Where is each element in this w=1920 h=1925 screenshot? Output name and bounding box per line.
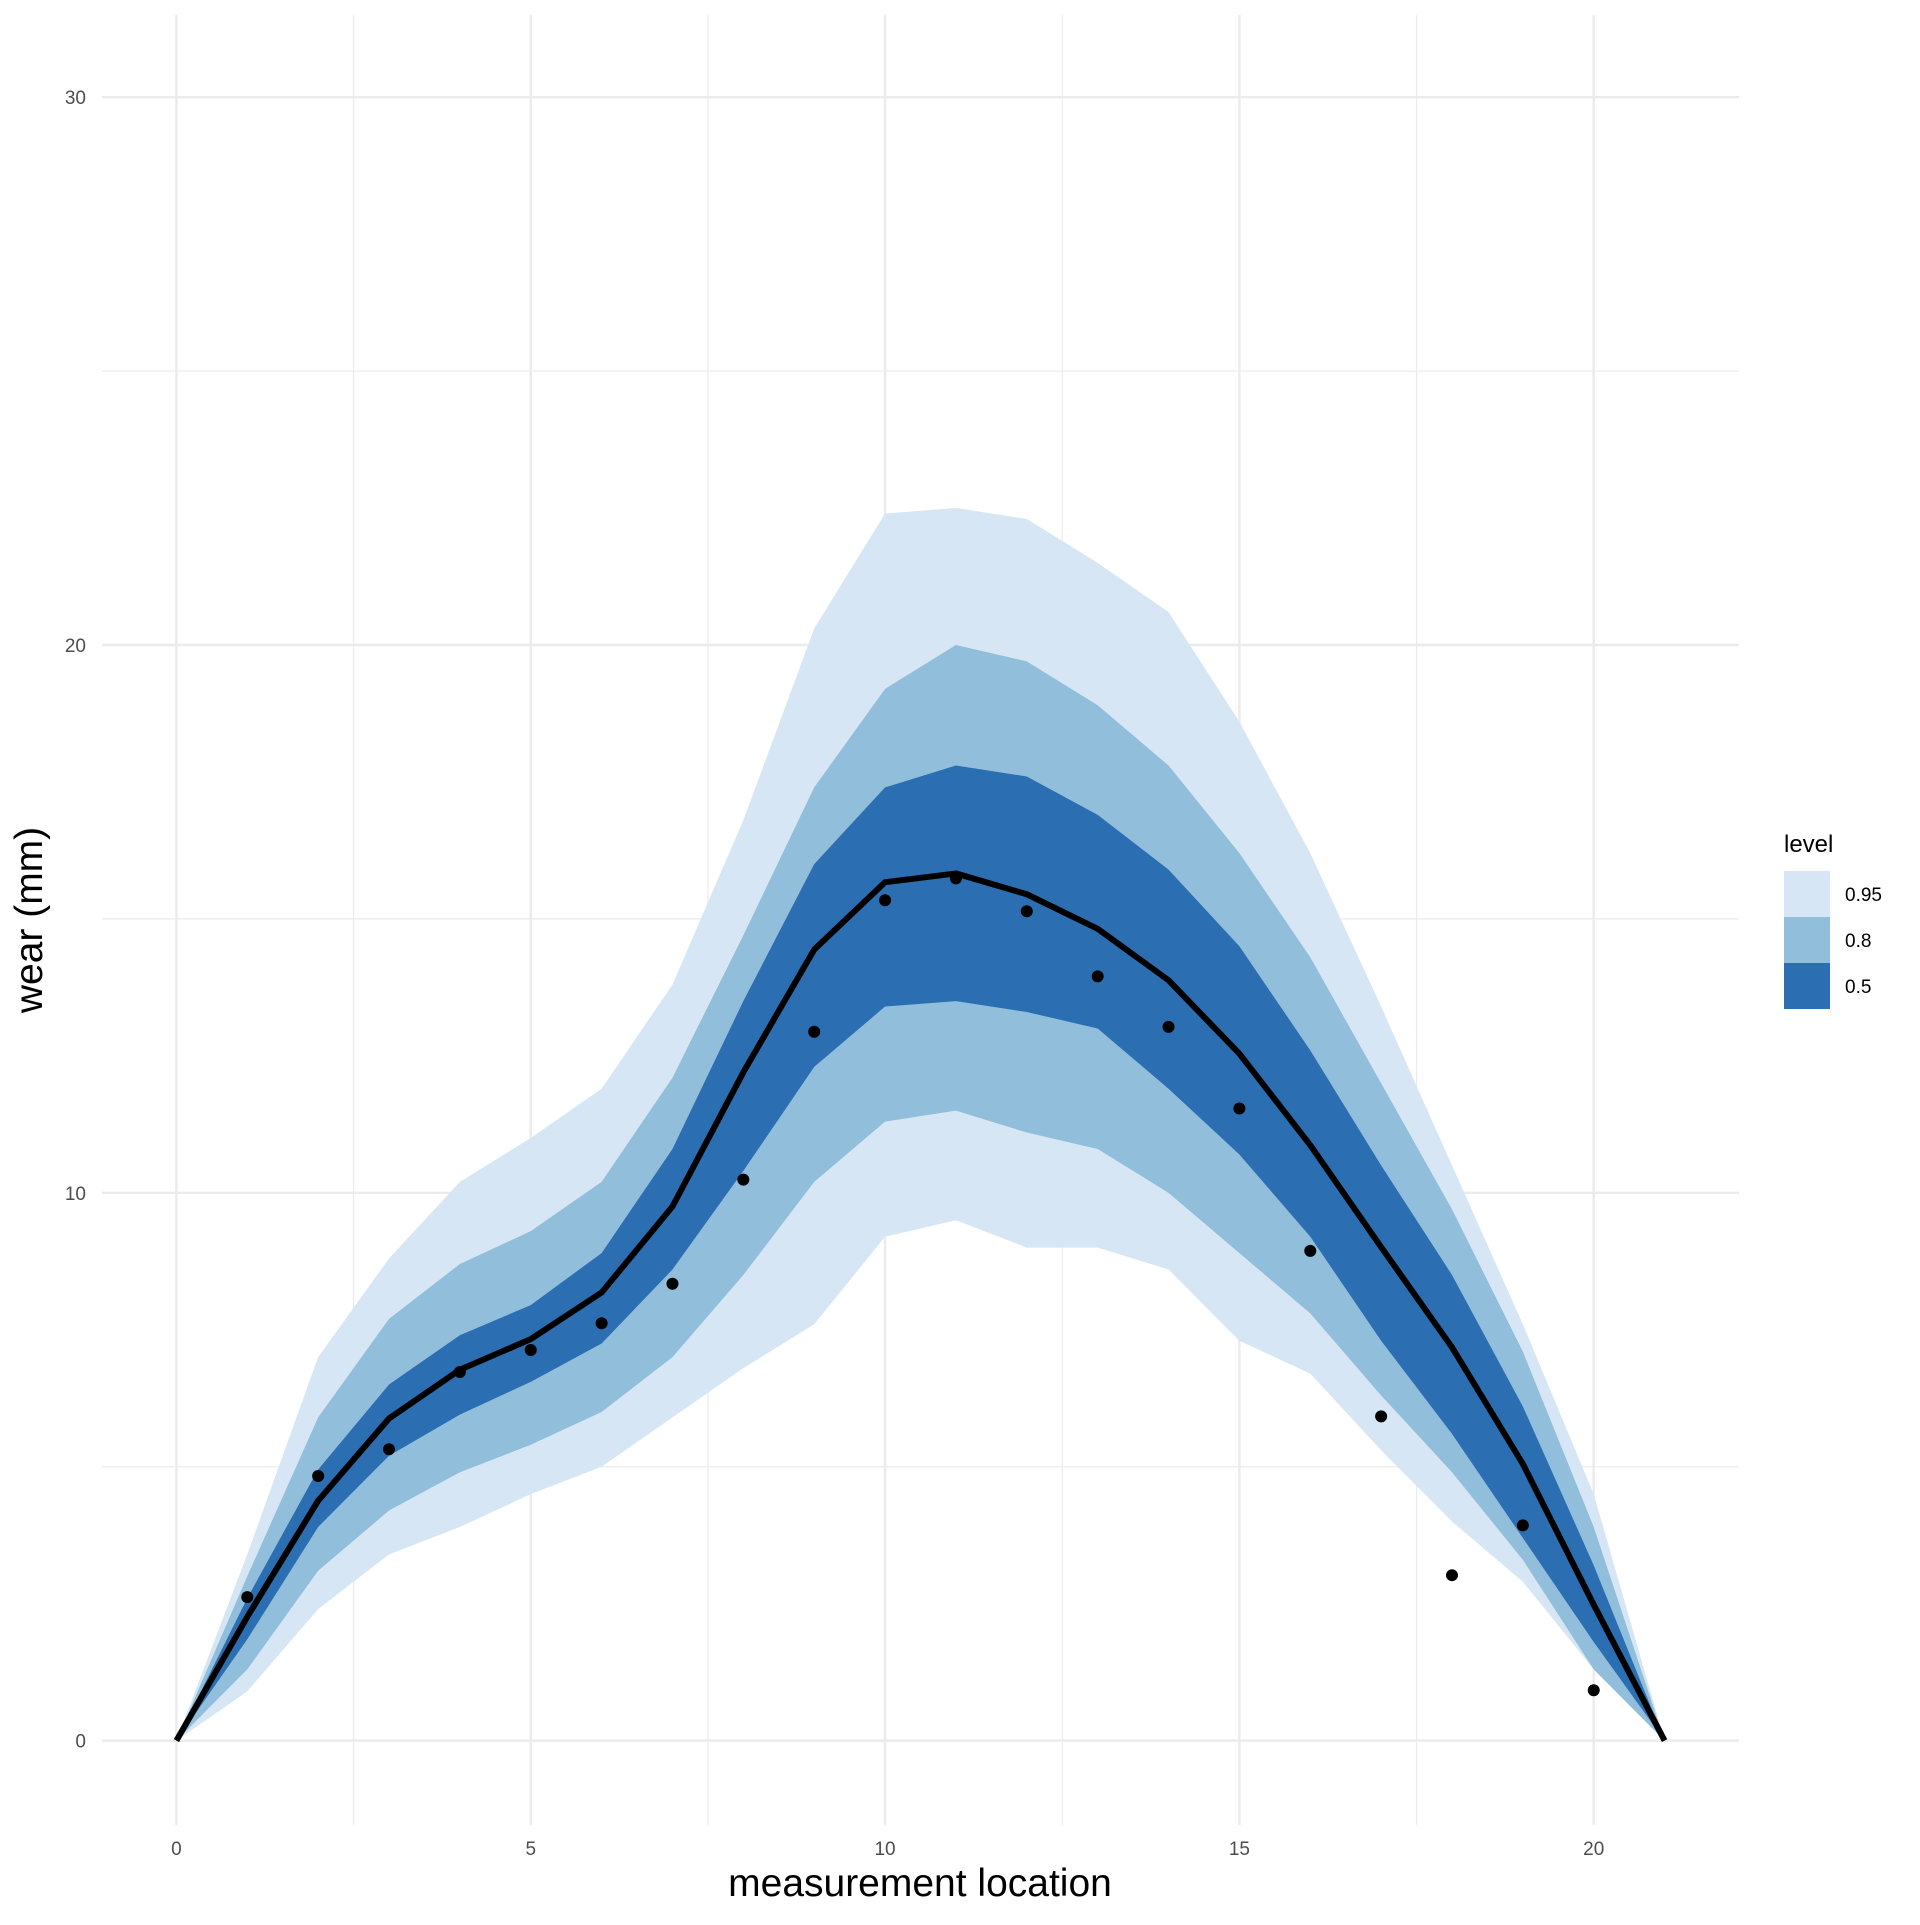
data-point	[1304, 1244, 1317, 1257]
data-point	[383, 1443, 396, 1456]
data-point	[808, 1025, 821, 1038]
x-axis-title: measurement location	[728, 1862, 1112, 1905]
data-point	[524, 1344, 537, 1357]
x-tick-label: 5	[525, 1839, 536, 1860]
data-point	[1020, 905, 1033, 918]
legend-label: 0.95	[1845, 885, 1882, 906]
data-point	[595, 1317, 608, 1330]
data-point	[1091, 970, 1104, 983]
data-point	[1516, 1519, 1529, 1532]
data-point	[1162, 1020, 1175, 1033]
data-point	[1587, 1684, 1600, 1697]
data-point	[241, 1591, 254, 1604]
data-point	[666, 1277, 679, 1290]
ribbon	[176, 765, 1665, 1741]
legend-title: level	[1784, 831, 1833, 858]
x-tick-label: 20	[1583, 1839, 1604, 1860]
data-point	[1375, 1410, 1388, 1423]
legend-key	[1784, 917, 1830, 963]
x-tick-label: 10	[874, 1839, 895, 1860]
data-point	[312, 1470, 325, 1483]
x-tick-label: 15	[1229, 1839, 1250, 1860]
data-point	[737, 1173, 750, 1186]
y-tick-label: 0	[75, 1732, 86, 1753]
data-point	[1233, 1102, 1246, 1115]
legend-key	[1784, 871, 1830, 917]
y-tick-label: 30	[65, 88, 86, 109]
legend-key	[1784, 963, 1830, 1009]
median-line	[173, 870, 1668, 1743]
x-tick-label: 0	[171, 1839, 182, 1860]
y-tick-label: 20	[65, 636, 86, 657]
data-point	[879, 894, 892, 907]
legend-label: 0.5	[1845, 977, 1871, 998]
data-point	[1445, 1569, 1458, 1582]
y-axis-title: wear (mm)	[8, 827, 51, 1014]
legend-label: 0.8	[1845, 931, 1871, 952]
data-point	[453, 1365, 466, 1378]
data-point	[949, 872, 962, 885]
y-tick-label: 10	[65, 1184, 86, 1205]
